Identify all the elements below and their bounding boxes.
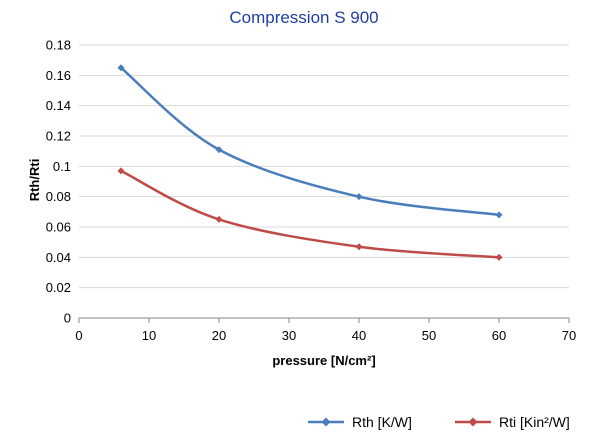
y-tick-label: 0.08: [46, 189, 71, 204]
data-point-0: [495, 211, 503, 219]
data-point-1: [117, 167, 125, 175]
x-axis-title: pressure [N/cm²]: [272, 353, 375, 368]
y-tick-label: 0.02: [46, 280, 71, 295]
legend-label-0: Rth [K/W]: [352, 414, 412, 430]
legend-marker-1: [468, 417, 478, 427]
series-line-1: [120, 169, 500, 259]
y-tick-label: 0.04: [46, 250, 71, 265]
legend: Rth [K/W] Rti [Kin²/W]: [308, 414, 570, 430]
data-point-1: [215, 215, 223, 223]
data-point-0: [355, 193, 363, 201]
x-tick-label: 50: [422, 328, 436, 343]
y-axis-title: Rth/Rti: [27, 159, 42, 202]
axes: 0 0.02 0.04 0.06 0.08 0.1 0.12 0.14 0.16 0.18 0 10 2…: [46, 38, 577, 344]
x-tick-label: 30: [282, 328, 296, 343]
y-tick-label: 0.06: [46, 220, 71, 235]
y-tick-label: 0.16: [46, 68, 71, 83]
x-tick-label: 10: [142, 328, 156, 343]
y-tick-label: 0.12: [46, 129, 71, 144]
gridlines: [79, 44, 569, 289]
legend-marker-0: [321, 417, 331, 427]
y-tick-label: 0.14: [46, 98, 71, 113]
x-tick-label: 70: [562, 328, 576, 343]
series-line-0: [120, 66, 500, 217]
x-tick-label: 0: [75, 328, 82, 343]
y-tick-label: 0.1: [53, 159, 71, 174]
x-tick-label: 40: [352, 328, 366, 343]
chart-title: Compression S 900: [229, 8, 378, 27]
y-tick-label: 0.18: [46, 38, 71, 53]
series-layer: [117, 64, 503, 261]
data-point-1: [495, 253, 503, 261]
data-point-0: [117, 64, 125, 72]
legend-label-1: Rti [Kin²/W]: [499, 414, 570, 430]
y-tick-label: 0: [64, 311, 71, 326]
x-tick-label: 20: [212, 328, 226, 343]
data-point-1: [355, 243, 363, 251]
data-point-0: [215, 146, 223, 154]
x-tick-label: 60: [492, 328, 506, 343]
